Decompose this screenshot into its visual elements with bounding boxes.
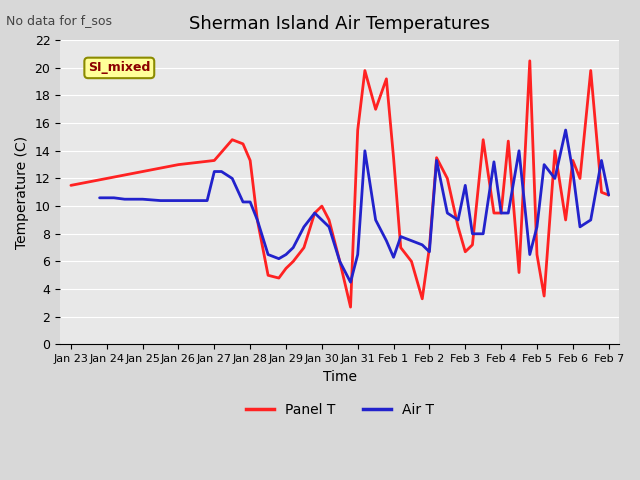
Text: SI_mixed: SI_mixed (88, 61, 150, 74)
Legend: Panel T, Air T: Panel T, Air T (240, 397, 439, 423)
Text: No data for f_sos: No data for f_sos (6, 14, 113, 27)
X-axis label: Time: Time (323, 370, 356, 384)
Y-axis label: Temperature (C): Temperature (C) (15, 136, 29, 249)
Title: Sherman Island Air Temperatures: Sherman Island Air Temperatures (189, 15, 490, 33)
